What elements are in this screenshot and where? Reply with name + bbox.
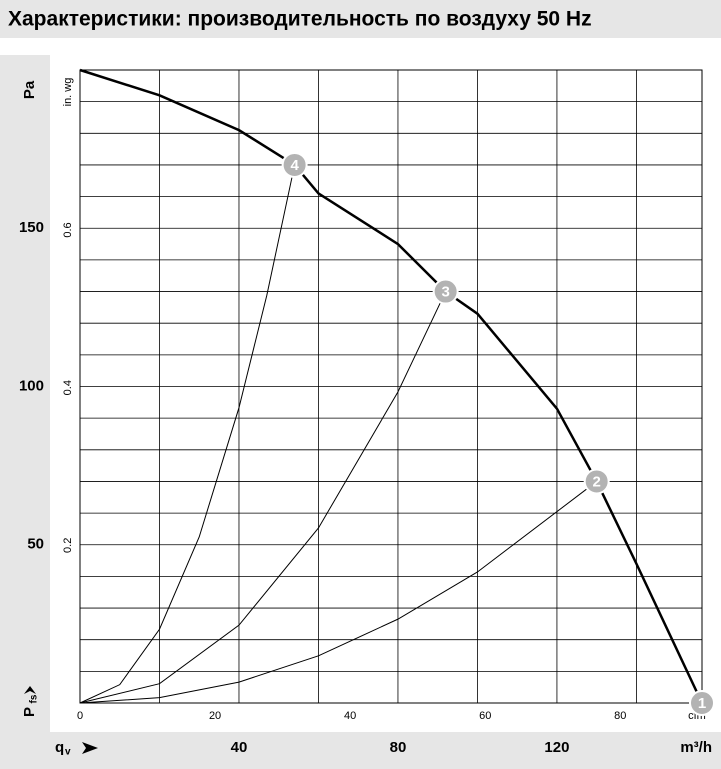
x-tick-label: 80	[390, 739, 407, 756]
y-symbol: P	[21, 707, 38, 717]
x-tick-label: 120	[544, 739, 569, 756]
plot-frame	[79, 69, 703, 704]
y-axis-label: Pa	[21, 80, 38, 99]
y2-tick-label: 0.2	[62, 538, 74, 553]
bottom-band	[0, 732, 721, 769]
curve	[79, 164, 296, 704]
y-symbol-sub: fs	[29, 694, 40, 703]
point-label: 2	[593, 473, 601, 490]
x2-tick-label: 40	[344, 710, 356, 722]
curve	[79, 481, 597, 704]
y-tick-label: 100	[19, 377, 44, 394]
operating-point	[583, 468, 610, 495]
title-bar	[0, 0, 721, 38]
operating-point	[432, 278, 459, 305]
chart-title: Характеристики: производительность по во…	[8, 8, 592, 31]
x-symbol-sub: v	[65, 747, 71, 758]
y-arrow	[24, 686, 36, 694]
operating-point	[689, 690, 715, 716]
x2-tick-label: 20	[209, 710, 221, 722]
x-tick-label: 40	[231, 739, 248, 756]
point-label: 1	[698, 695, 706, 712]
y-tick-label: 150	[19, 219, 44, 236]
x2-tick-label: 80	[614, 710, 626, 722]
y-tick-label: 50	[27, 536, 44, 553]
y2-tick-label: 0.4	[62, 380, 74, 395]
y2-axis-label: in. wg	[62, 78, 74, 107]
x-symbol: q	[55, 739, 64, 756]
point-label: 4	[290, 157, 299, 174]
x-axis-label: m³/h	[680, 739, 712, 756]
curve	[79, 291, 447, 704]
curve	[79, 68, 704, 704]
x2-tick-label: 0	[77, 710, 83, 722]
operating-point	[281, 151, 308, 178]
y2-tick-label: 0.6	[62, 222, 74, 237]
point-label: 3	[441, 284, 449, 301]
x2-tick-label: 60	[479, 710, 491, 722]
left-band	[0, 55, 50, 769]
x-arrow	[82, 742, 98, 754]
